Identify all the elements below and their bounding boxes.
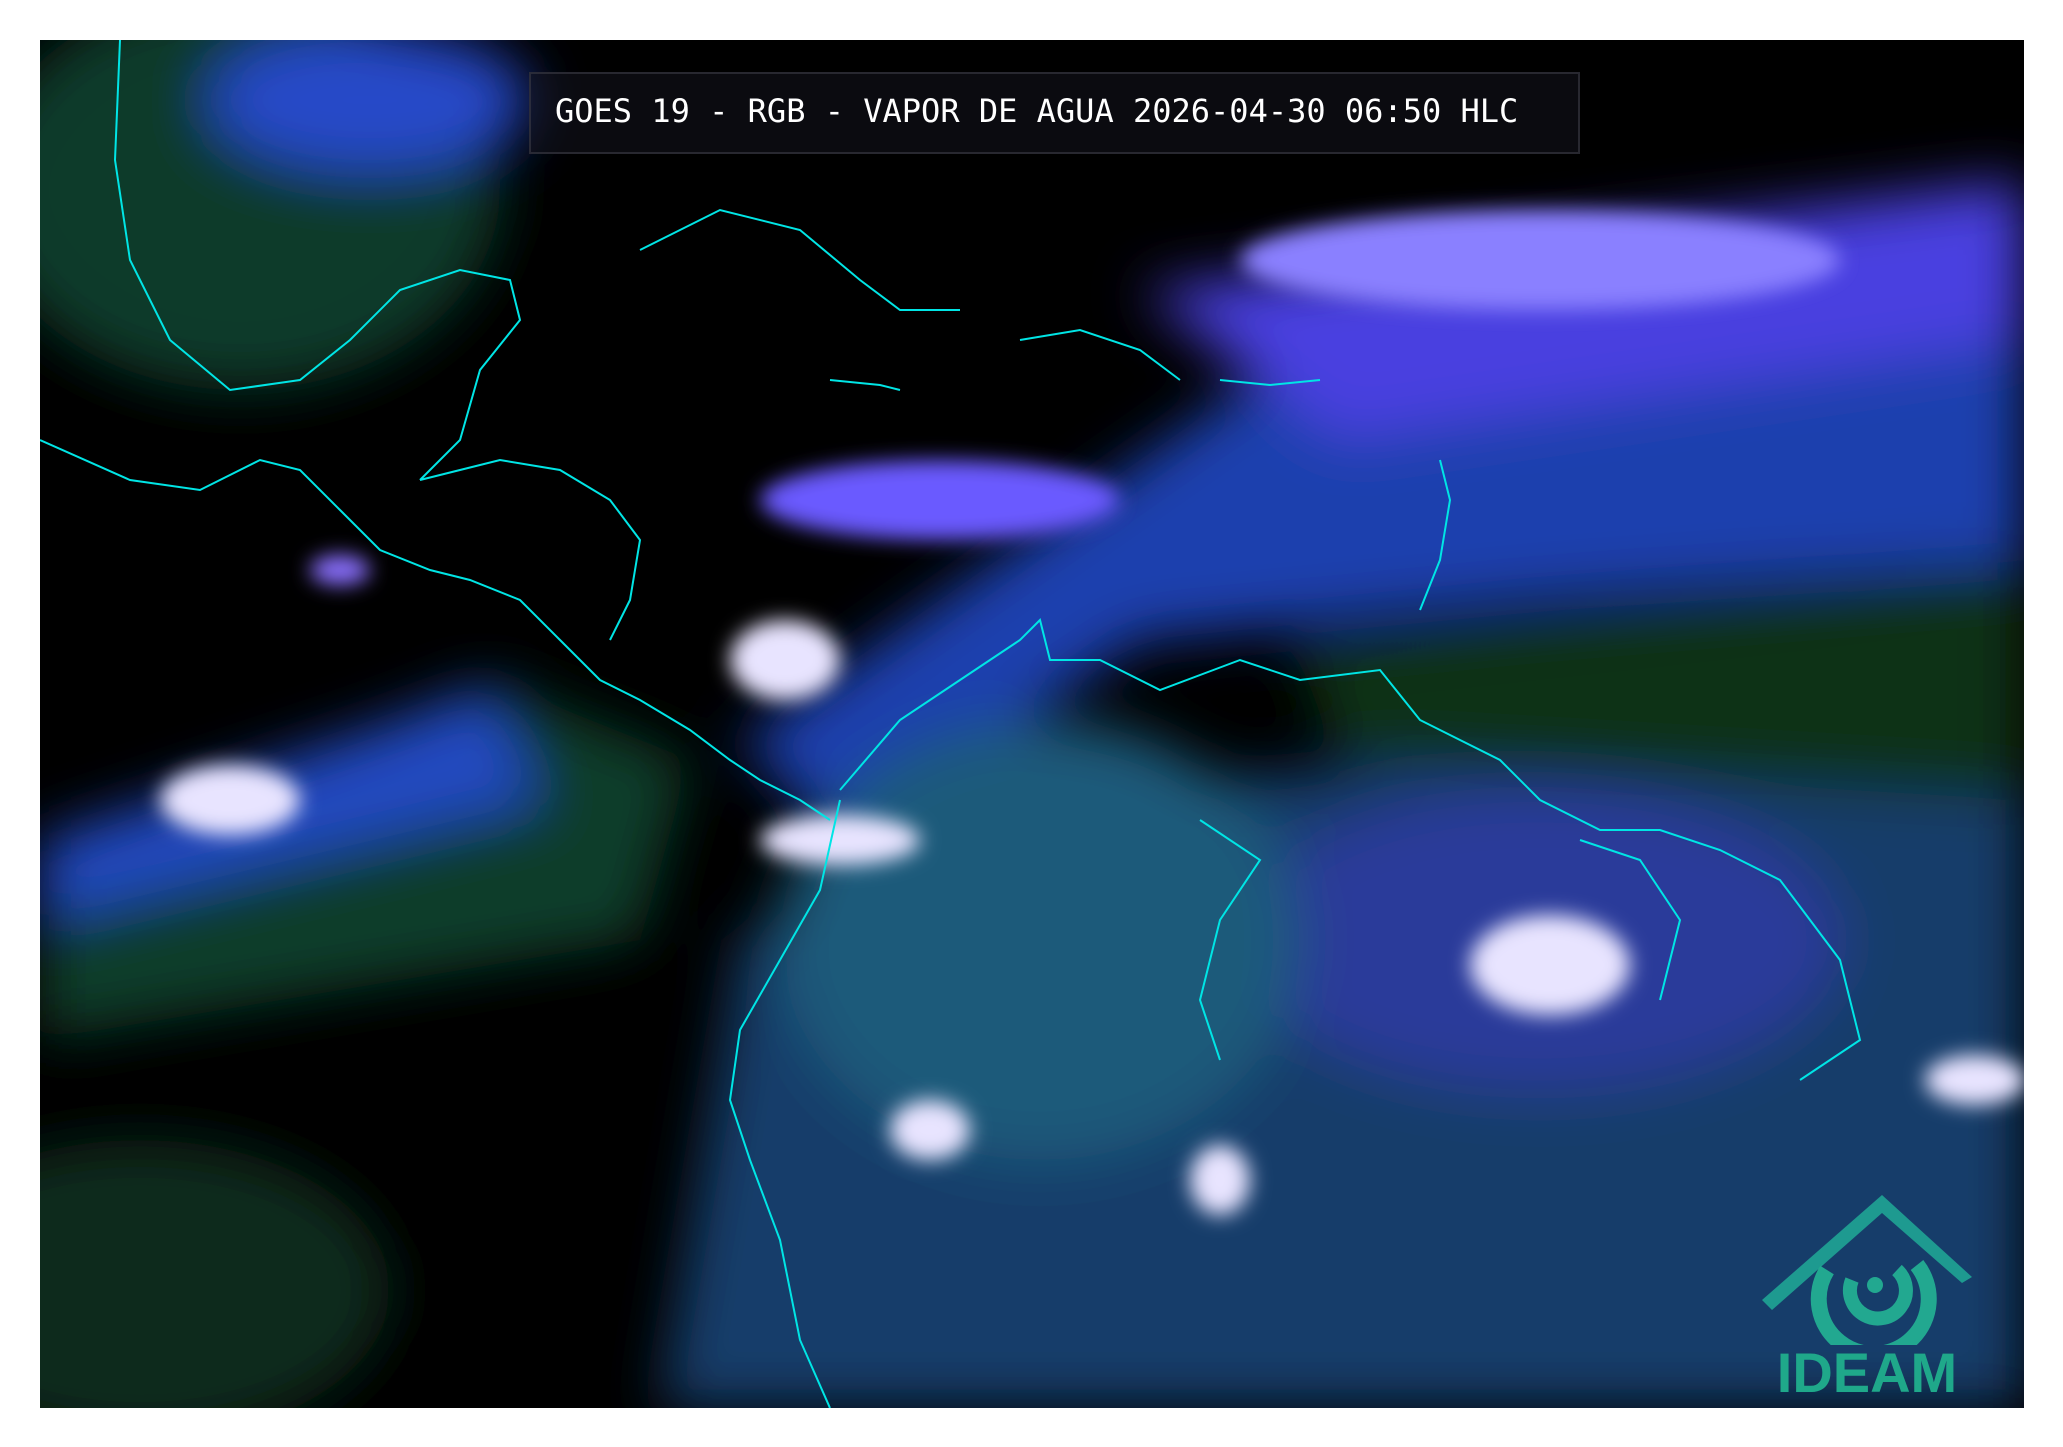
cloud-tops: [160, 210, 2024, 1215]
image-title: GOES 19 - RGB - VAPOR DE AGUA 2026-04-30…: [555, 92, 1519, 130]
satellite-map: GOES 19 - RGB - VAPOR DE AGUA 2026-04-30…: [40, 40, 2024, 1408]
satellite-imagery: [40, 40, 2024, 1408]
ideam-logo: IDEAM: [1757, 1185, 1977, 1405]
coastlines-borders: [40, 40, 1862, 1408]
logo-text: IDEAM: [1776, 1341, 1958, 1404]
ideam-house-swirl-icon: [1762, 1195, 1972, 1345]
title-banner: GOES 19 - RGB - VAPOR DE AGUA 2026-04-30…: [529, 72, 1580, 154]
